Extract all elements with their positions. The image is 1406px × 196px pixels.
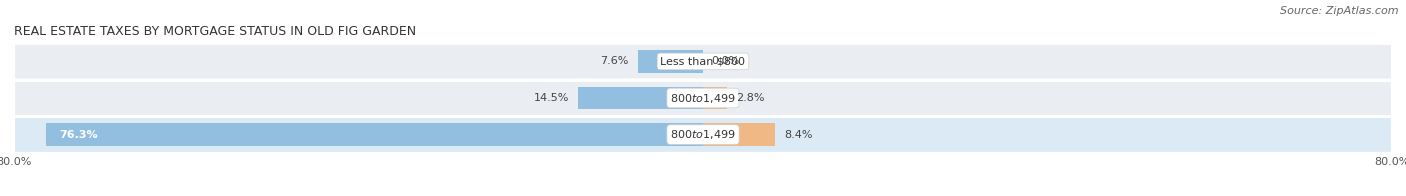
Text: 8.4%: 8.4%: [785, 130, 813, 140]
Text: Source: ZipAtlas.com: Source: ZipAtlas.com: [1281, 6, 1399, 16]
FancyBboxPatch shape: [14, 116, 1392, 153]
Bar: [703, 123, 775, 146]
Bar: [46, 123, 703, 146]
Bar: [637, 50, 703, 73]
Text: 7.6%: 7.6%: [600, 56, 628, 66]
FancyBboxPatch shape: [14, 43, 1392, 80]
Text: 76.3%: 76.3%: [59, 130, 97, 140]
Text: REAL ESTATE TAXES BY MORTGAGE STATUS IN OLD FIG GARDEN: REAL ESTATE TAXES BY MORTGAGE STATUS IN …: [14, 25, 416, 38]
Text: $800 to $1,499: $800 to $1,499: [671, 128, 735, 141]
Text: 14.5%: 14.5%: [534, 93, 569, 103]
Text: Less than $800: Less than $800: [661, 56, 745, 66]
Text: $800 to $1,499: $800 to $1,499: [671, 92, 735, 104]
Bar: [703, 87, 727, 109]
Text: 2.8%: 2.8%: [735, 93, 765, 103]
Text: 0.0%: 0.0%: [711, 56, 740, 66]
FancyBboxPatch shape: [14, 80, 1392, 116]
Bar: [578, 87, 703, 109]
